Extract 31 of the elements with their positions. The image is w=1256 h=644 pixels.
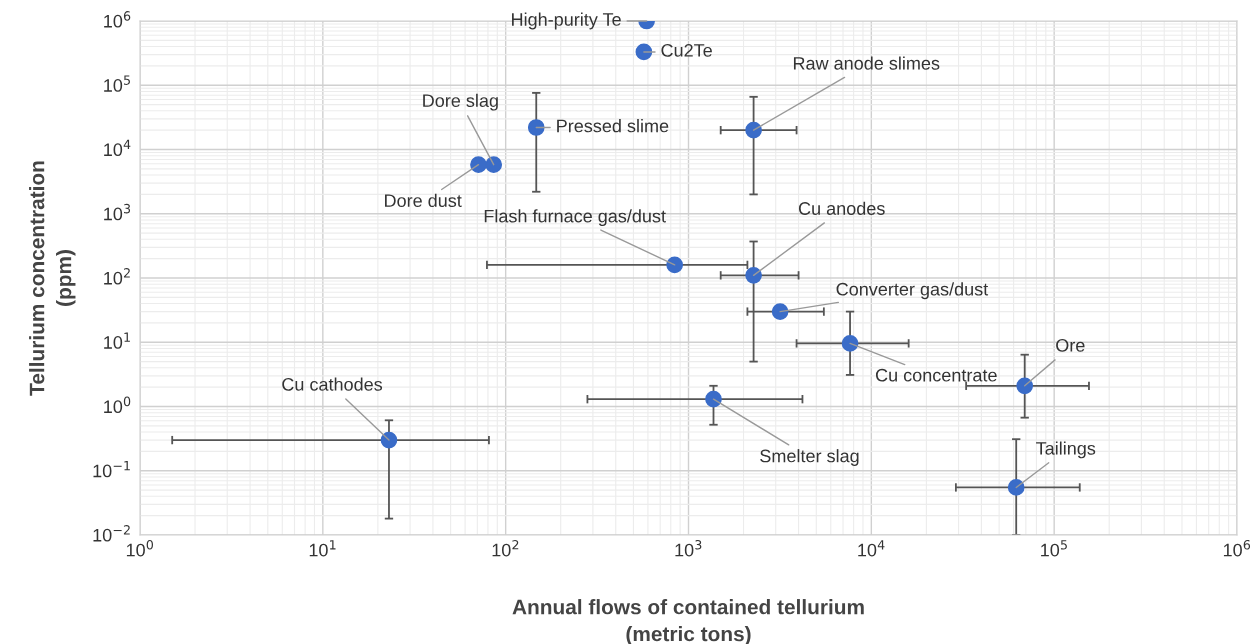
x-tick-label: 10$^{3}$ (675, 539, 702, 557)
annotation: Cu2Te (661, 44, 712, 57)
x-tick-label: 10$^{5}$ (1041, 540, 1067, 557)
y-tick-label: 10$^{6}$ (104, 11, 131, 28)
annotation: High-purity Te (512, 12, 621, 30)
annotation: Dore dust (385, 193, 462, 208)
y-tick-label: 10$^{3}$ (104, 203, 131, 221)
y-tick-label: 10$^{2}$ (104, 268, 130, 285)
y-tick-label: 10$^{1}$ (104, 332, 130, 349)
x-tick-label: 10$^{1}$ (309, 540, 336, 557)
y-axis-title: Tellurium concentration (ppm) (29, 161, 76, 396)
x-tick-label: 10$^{0}$ (126, 539, 154, 557)
annotation: Dore slag (423, 93, 498, 111)
annotation: Flash furnace gas/dust (484, 209, 666, 227)
annotation: Tailings (1036, 441, 1096, 459)
x-tick-label: 10$^{4}$ (858, 540, 885, 557)
x-tick-label: 10$^{6}$ (1223, 539, 1251, 557)
annotation: Ore (1056, 338, 1085, 352)
annotation: Raw anode slimes (793, 56, 940, 70)
annotation: Cu cathodes (282, 377, 383, 391)
y-tick-label: 10$^{5}$ (104, 75, 130, 92)
y-tick-label: 10$^{−2}$ (93, 525, 130, 542)
annotation: Pressed slime (557, 119, 669, 133)
annotation: Smelter slag (760, 449, 859, 466)
y-tick-label: 10$^{4}$ (104, 139, 131, 157)
annotation: Cu anodes (798, 201, 885, 215)
y-tick-label: 10$^{−1}$ (93, 461, 130, 478)
annotation: Converter gas/dust (836, 282, 989, 300)
y-tick-label: 10$^{0}$ (104, 396, 131, 414)
x-tick-label: 10$^{2}$ (492, 539, 519, 557)
annotation: Cu concentrate (875, 368, 997, 382)
